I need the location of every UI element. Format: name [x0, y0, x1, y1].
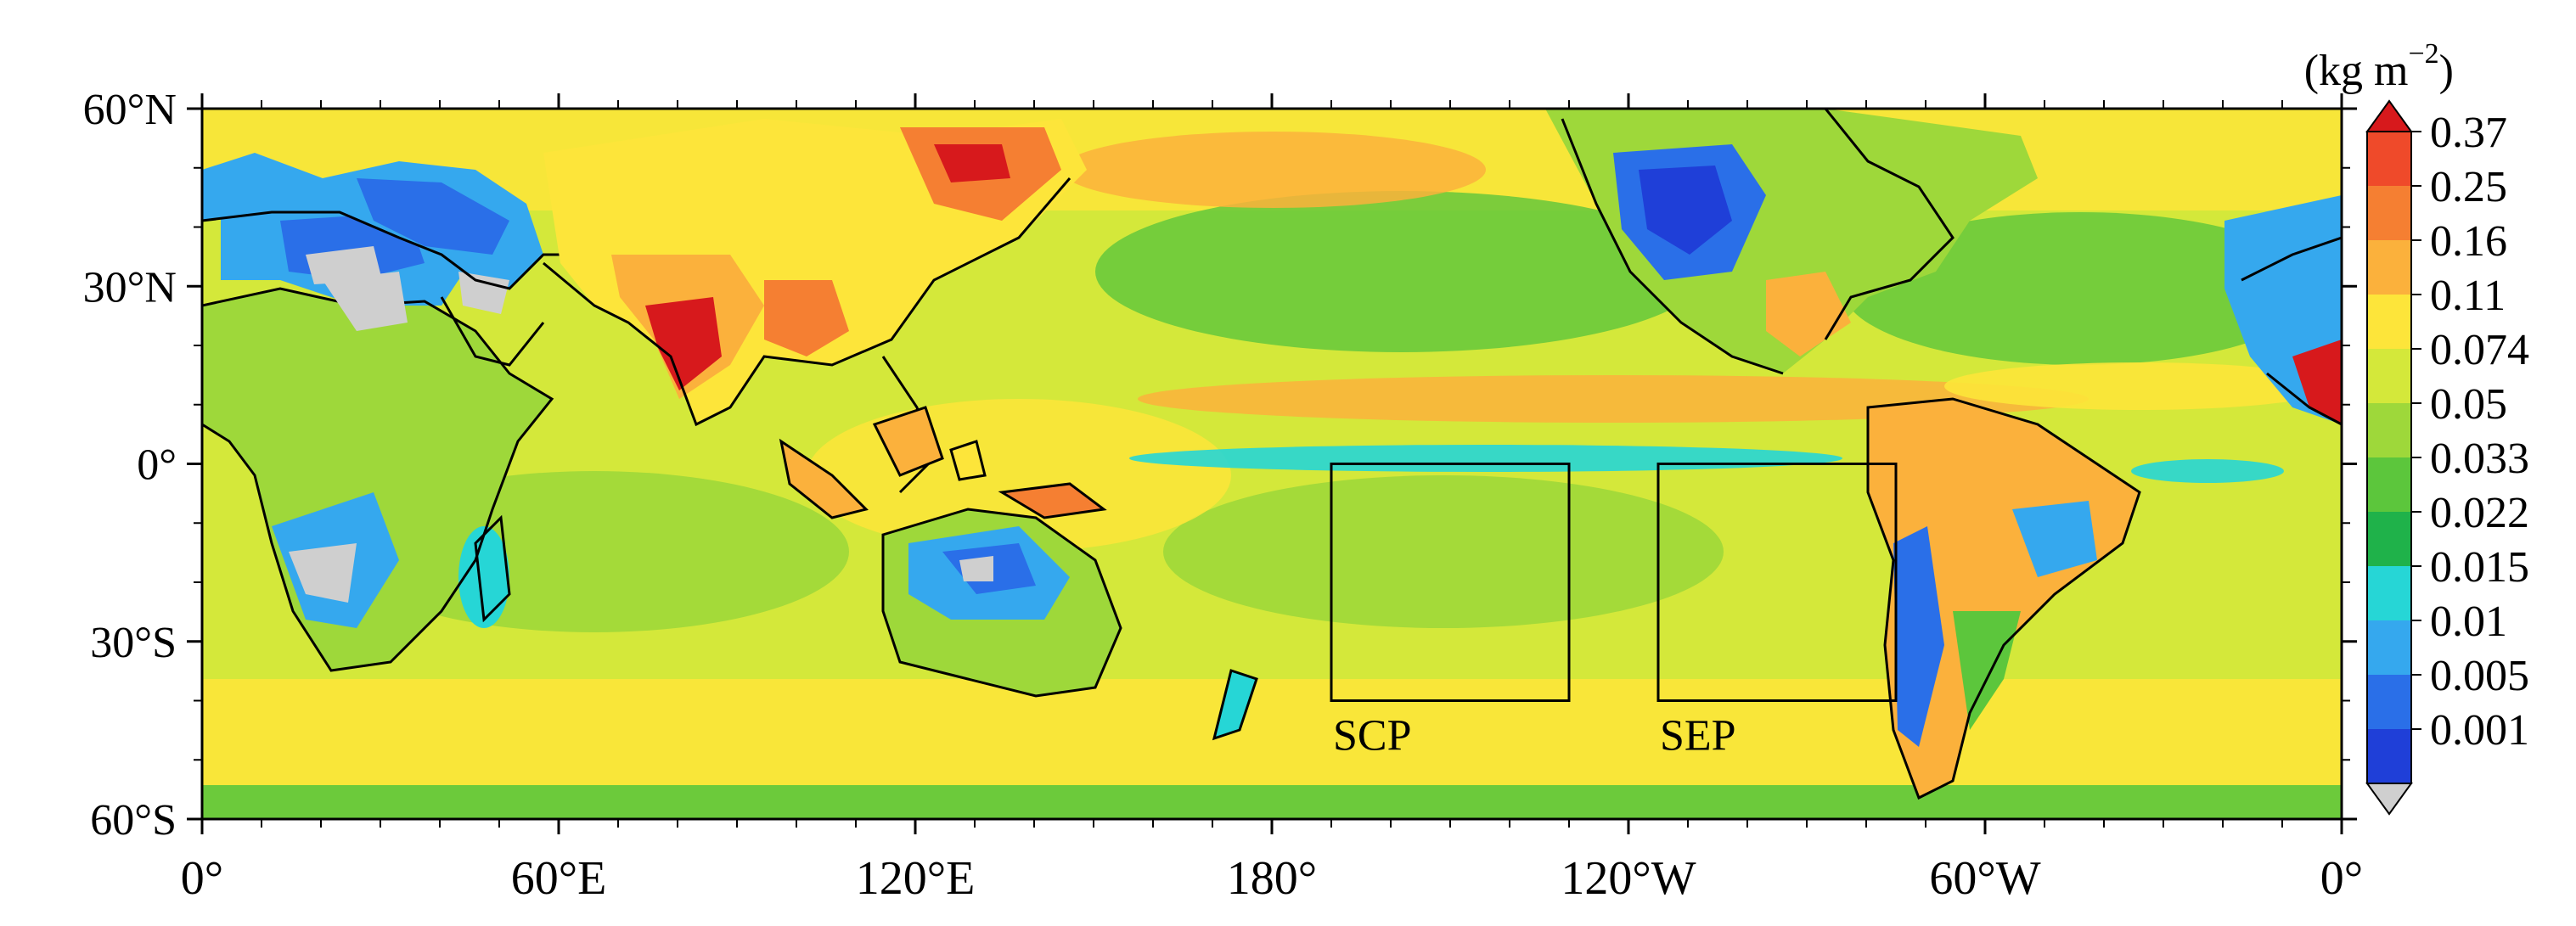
colorbar-level-label: 0.25	[2430, 163, 2507, 211]
lon-tick-label: 120°W	[1561, 852, 1696, 905]
colorbar-segment	[2367, 620, 2411, 675]
colorbar-level-label: 0.005	[2430, 652, 2529, 700]
colorbar: (kg m−2) 0.37 0.25 0.16 0.11 0.074 0.05 0.033 0…	[2304, 38, 2529, 816]
colorbar-segment	[2367, 457, 2411, 512]
europe-right-edge	[2224, 195, 2342, 426]
australia	[881, 508, 1258, 741]
lat-tick-label: 30°S	[90, 619, 177, 667]
colorbar-min-triangle	[2365, 783, 2413, 816]
colorbar-level-label: 0.074	[2430, 326, 2529, 374]
north-pacific-orange	[1061, 132, 1486, 208]
equatorial-cold-tongue	[1129, 445, 1842, 472]
north-pacific-green	[1095, 191, 1707, 352]
map-field	[202, 109, 2342, 819]
lon-tick-label: 60°W	[1929, 852, 2040, 905]
colorbar-level-label: 0.11	[2430, 272, 2506, 320]
colorbar-segment	[2367, 349, 2411, 403]
colorbar-unit: (kg m−2)	[2304, 38, 2454, 95]
colorbar-level-label: 0.022	[2430, 489, 2529, 537]
far-south-green-band	[202, 785, 2342, 819]
region-box-label: SEP	[1660, 712, 1736, 760]
colorbar-segment	[2367, 295, 2411, 349]
colorbar-level-label: 0.01	[2430, 598, 2507, 646]
colorbar-level-label: 0.001	[2430, 706, 2529, 755]
atlantic-cold-tongue	[2131, 459, 2284, 483]
lon-tick-label: 120°E	[856, 852, 976, 905]
lat-tick-label: 60°N	[83, 86, 177, 134]
colorbar-level-label: 0.015	[2430, 543, 2529, 592]
colorbar-segment	[2367, 729, 2411, 783]
lon-tick-label: 180°	[1227, 852, 1317, 905]
lat-tick-label: 0°	[137, 441, 177, 490]
colorbar-level-label: 0.033	[2430, 435, 2529, 483]
colorbar-level-label: 0.16	[2430, 217, 2507, 266]
colorbar-max-triangle	[2365, 99, 2413, 132]
region-box-sep	[1656, 463, 1898, 702]
colorbar-level-label: 0.37	[2430, 109, 2507, 157]
lon-tick-label: 0°	[2320, 852, 2363, 905]
region-box-label: SCP	[1333, 712, 1412, 760]
colorbar-segment	[2367, 566, 2411, 620]
colorbar-level-label: 0.05	[2430, 380, 2507, 429]
colorbar-segment	[2367, 403, 2411, 457]
colorbar-segment	[2367, 240, 2411, 295]
maritime-continent	[779, 406, 1107, 519]
itcz-atlantic	[1944, 362, 2335, 410]
lat-tick-label: 60°S	[90, 796, 177, 845]
colorbar-segment	[2367, 512, 2411, 566]
region-box-scp	[1330, 463, 1571, 702]
south-pacific-green	[1163, 475, 1724, 628]
colorbar-segment	[2367, 132, 2411, 186]
colorbar-segment	[2367, 186, 2411, 240]
asia	[543, 119, 1087, 494]
axes: 60°N30°N0°30°S60°S0° 60°E 120°E 180° 120°W 60…	[83, 86, 2364, 905]
colorbar-segment	[2367, 675, 2411, 729]
lon-tick-label: 0°	[181, 852, 223, 905]
itcz-pacific	[1138, 375, 2089, 423]
europe-middle-east	[202, 153, 594, 367]
north-america	[1545, 109, 2038, 375]
south-america	[1866, 397, 2141, 800]
region-boxes: SCP SEP	[1330, 463, 1898, 760]
lat-tick-label: 30°N	[83, 263, 177, 311]
lon-tick-label: 60°E	[511, 852, 607, 905]
north-atlantic-green	[1842, 212, 2318, 365]
